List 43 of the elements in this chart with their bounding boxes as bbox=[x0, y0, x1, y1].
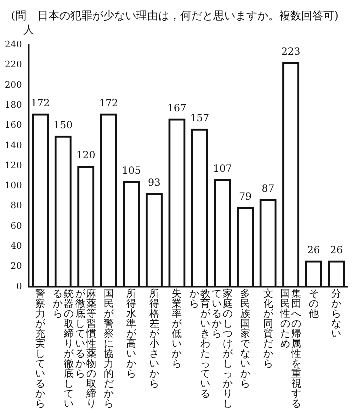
data-label: 120 bbox=[76, 150, 96, 162]
data-label: 87 bbox=[262, 184, 275, 195]
y-tick-label: 240 bbox=[4, 40, 22, 51]
y-tick-label: 140 bbox=[4, 141, 22, 152]
category-label: 国民が警察に協力的だから bbox=[104, 289, 114, 410]
y-axis-title: 人 bbox=[24, 24, 35, 37]
y-tick-label: 40 bbox=[10, 242, 22, 252]
y-tick-label: 60 bbox=[10, 222, 22, 232]
data-label: 223 bbox=[282, 46, 301, 58]
category-label: 銃器の取締りが徹底しているから bbox=[52, 289, 74, 410]
category-label: 集団への帰属性を重視する国民性のため bbox=[280, 289, 302, 410]
x-tick-label: その他 bbox=[308, 289, 320, 322]
category-label: 麻薬等習慣性薬物の取締りが徹底しているから bbox=[76, 289, 97, 410]
data-label: 157 bbox=[190, 113, 210, 124]
y-tick-label: 180 bbox=[4, 100, 22, 111]
data-label: 172 bbox=[99, 98, 118, 110]
data-label: 150 bbox=[54, 120, 73, 132]
data-label: 172 bbox=[31, 98, 50, 110]
data-label: 167 bbox=[168, 103, 187, 114]
data-label: 93 bbox=[148, 178, 161, 189]
y-tick-label: 120 bbox=[4, 161, 22, 172]
data-label: 26 bbox=[307, 245, 320, 256]
category-label: 所得水準が高いから bbox=[126, 289, 137, 380]
data-label: 79 bbox=[239, 192, 252, 203]
category-label: 所得格差が小さいから bbox=[149, 289, 160, 390]
data-label: 105 bbox=[122, 166, 142, 177]
y-tick-label: 200 bbox=[4, 80, 22, 91]
y-tick-label: 100 bbox=[4, 182, 22, 192]
category-label: 警察力が充実しているから bbox=[36, 289, 46, 410]
y-tick-label: 220 bbox=[4, 60, 22, 71]
category-label: 教育がいきわたっているから bbox=[189, 289, 210, 400]
y-tick-label: 20 bbox=[10, 262, 22, 272]
chart-title: (問 日本の犯罪が少ない理由は，何だと思いますか。複数回答可) bbox=[11, 9, 339, 22]
x-tick-label: 文化が同質だから bbox=[262, 289, 274, 372]
category-label: 多民族国家でないから bbox=[240, 289, 251, 390]
data-label: 26 bbox=[330, 245, 343, 256]
y-tick-label: 160 bbox=[4, 121, 22, 132]
y-tick-label: 80 bbox=[10, 202, 22, 212]
x-tick-label: 分からない bbox=[331, 289, 342, 342]
data-label: 107 bbox=[213, 164, 232, 175]
x-tick-label: 失業率が低いから bbox=[172, 289, 183, 372]
category-label: 家庭のしつけがしっかりしているから bbox=[212, 289, 234, 410]
y-tick-label: 0 bbox=[16, 282, 22, 292]
